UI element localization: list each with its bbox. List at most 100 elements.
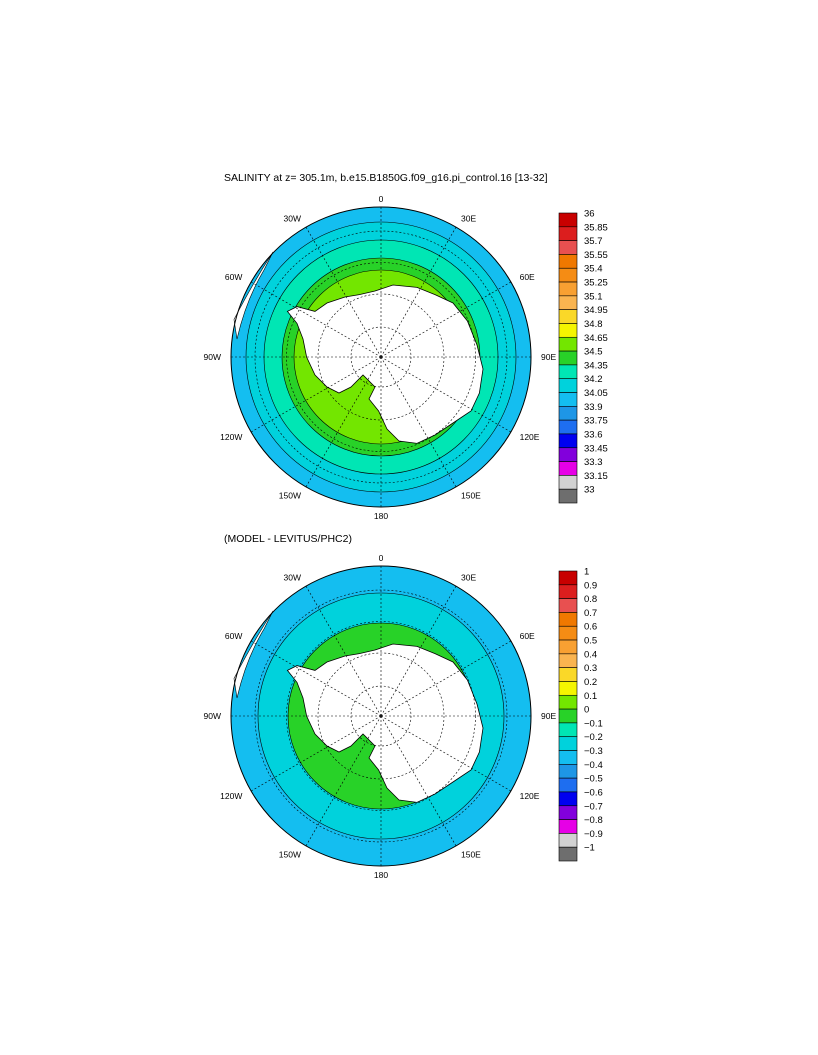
top-lon-label: 60W — [225, 272, 242, 282]
bottom-colorbar-swatch — [558, 653, 578, 668]
top-colorbar-swatch — [558, 406, 578, 421]
top-colorbar-swatch — [558, 433, 578, 449]
top-meridian-line — [305, 226, 382, 358]
bottom-lon-label: 120E — [520, 791, 540, 801]
bottom-colorbar-label: −0.1 — [584, 718, 603, 729]
difference-colorbar: 1 0.9 0.8 0.7 0.6 0.5 0.4 0.3 0.2 0.1 0 −0.1 −0.2 −0.… — [558, 567, 603, 862]
top-colorbar-label: 35.4 — [584, 264, 603, 275]
top-colorbar-swatch — [558, 281, 578, 297]
top-colorbar-label: 33 — [584, 485, 595, 496]
bottom-south-america-land — [233, 610, 274, 699]
bottom-colorbar-swatch — [558, 722, 578, 738]
bottom-colorbar-swatch — [558, 584, 578, 599]
bottom-colorbar-label: 0.6 — [584, 622, 597, 633]
top-colorbar-label: 35.85 — [584, 222, 608, 233]
bottom-map-border — [230, 565, 532, 867]
bottom-colorbar-swatch — [558, 708, 578, 724]
bottom-colorbar-label: −0.3 — [584, 746, 603, 757]
top-meridian-line — [380, 226, 457, 358]
top-colorbar-swatch — [558, 461, 578, 476]
bottom-colorbar-label: 0.1 — [584, 691, 597, 702]
top-lon-label: 90E — [541, 352, 556, 362]
bottom-lon-label: 30W — [284, 572, 301, 582]
top-meridian-line — [250, 356, 382, 433]
top-meridian-line — [250, 281, 382, 358]
bottom-ocean — [231, 566, 531, 866]
bottom-colorbar-label: 0.3 — [584, 663, 597, 674]
top-colorbar-swatch — [558, 309, 578, 324]
bottom-colorbar-label: 0.4 — [584, 649, 597, 660]
bottom-lon-label: 60E — [520, 631, 535, 641]
top-colorbar-swatch — [558, 323, 578, 338]
top-colorbar-swatch — [558, 392, 578, 407]
top-lon-label: 30E — [461, 213, 476, 223]
bottom-colorbar-swatch — [558, 694, 578, 710]
top-colorbar-swatch — [558, 378, 578, 393]
top-colorbar-label: 34.2 — [584, 374, 603, 385]
top-colorbar-swatch — [558, 475, 578, 490]
bottom-colorbar-label: −0.8 — [584, 815, 603, 826]
top-colorbar-label: 34.8 — [584, 319, 603, 330]
bottom-colorbar-label: 0.2 — [584, 677, 597, 688]
bottom-colorbar-swatch — [558, 791, 578, 807]
bottom-lon-label: 180 — [374, 870, 388, 880]
bottom-lon-label: 120W — [220, 791, 242, 801]
top-colorbar-swatch — [558, 350, 578, 366]
top-colorbar-label: 35.25 — [584, 278, 608, 289]
top-lon-label: 120E — [520, 432, 540, 442]
top-lon-label: 150W — [279, 491, 301, 501]
top-lon-label: 150E — [461, 491, 481, 501]
bottom-colorbar-label: 0.5 — [584, 636, 597, 647]
bottom-colorbar-label: −0.5 — [584, 774, 603, 785]
bottom-colorbar-swatch — [558, 639, 578, 655]
bottom-antarctica-land — [286, 643, 484, 803]
salinity-colorbar: 36 35.85 35.7 35.55 35.4 35.25 35.1 34.95 34.8 34… — [558, 209, 608, 504]
bottom-meridian-line — [380, 640, 512, 717]
top-colorbar-swatch — [558, 254, 578, 269]
bottom-latitude-line — [317, 652, 445, 780]
bottom-colorbar-swatch — [558, 625, 578, 641]
top-colorbar-label: 34.95 — [584, 305, 608, 316]
top-lon-label: 180 — [374, 511, 388, 521]
bottom-colorbar-label: 0 — [584, 705, 589, 716]
bottom-latitude-line — [350, 685, 412, 747]
bottom-lon-label: 0 — [379, 553, 384, 563]
top-colorbar-label: 34.35 — [584, 360, 608, 371]
top-colorbar-swatch — [558, 212, 578, 228]
top-colorbar-label: 33.3 — [584, 457, 603, 468]
bottom-meridian-line — [250, 715, 382, 792]
bottom-panel-title: (MODEL - LEVITUS/PHC2) — [224, 533, 352, 545]
bottom-contour-band — [257, 592, 505, 840]
bottom-colorbar-label: 0.9 — [584, 580, 597, 591]
bottom-colorbar-label: 0.7 — [584, 608, 597, 619]
top-lon-label: 30W — [284, 213, 301, 223]
bottom-colorbar-swatch — [558, 612, 578, 627]
bottom-colorbar-swatch — [558, 805, 578, 820]
bottom-colorbar-swatch — [558, 681, 578, 696]
top-colorbar-label: 35.7 — [584, 236, 603, 247]
bottom-colorbar-label: −0.4 — [584, 760, 603, 771]
bottom-contour-band — [287, 622, 475, 810]
top-colorbar-label: 33.6 — [584, 430, 603, 441]
bottom-colorbar-label: −0.2 — [584, 732, 603, 743]
bottom-meridian-line — [380, 715, 457, 847]
top-lon-label: 0 — [379, 194, 384, 204]
bottom-colorbar-swatch — [558, 598, 578, 613]
bottom-colorbar-swatch — [558, 764, 578, 779]
top-colorbar-label: 35.1 — [584, 291, 603, 302]
top-colorbar-swatch — [558, 226, 578, 241]
top-colorbar-label: 35.55 — [584, 250, 608, 261]
bottom-lon-label: 150W — [279, 850, 301, 860]
salinity-polar-map: 0 30E 60E 90E 120E 150E 180 150W 120W 90W 60W 30W — [204, 194, 557, 521]
top-colorbar-label: 33.9 — [584, 402, 603, 413]
bottom-meridian-line — [305, 585, 382, 717]
top-meridian-line — [380, 281, 512, 358]
bottom-lon-label: 150E — [461, 850, 481, 860]
bottom-meridian-line — [380, 585, 457, 717]
bottom-colorbar-label: −1 — [584, 843, 595, 854]
bottom-colorbar-label: 0.8 — [584, 594, 597, 605]
top-colorbar-swatch — [558, 240, 578, 255]
bottom-latitude-line — [286, 621, 476, 811]
bottom-colorbar-swatch — [558, 777, 578, 793]
bottom-colorbar-swatch — [558, 846, 578, 862]
